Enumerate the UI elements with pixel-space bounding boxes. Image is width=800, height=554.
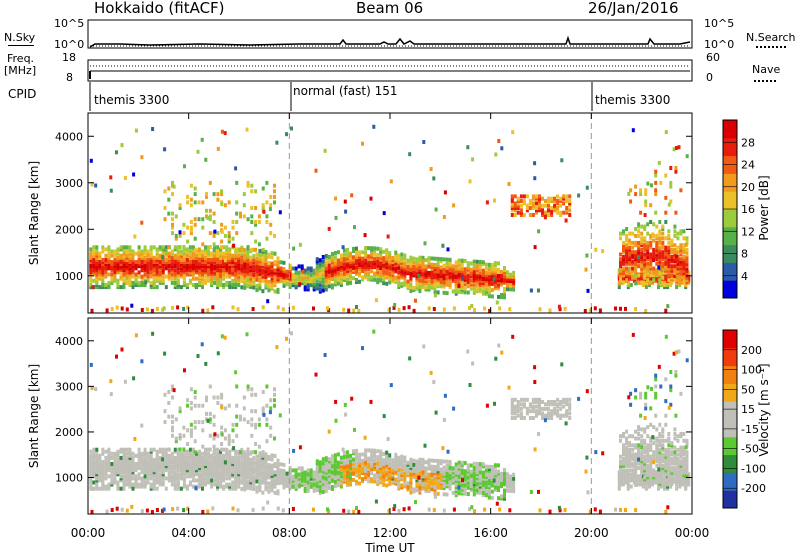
- y-tick-label: 3000: [55, 177, 83, 190]
- colorbar-tick-label: 16: [741, 203, 755, 216]
- x-tick-label: 04:00: [171, 526, 206, 540]
- x-tick-label: 08:00: [272, 526, 307, 540]
- y-tick-label: 4000: [55, 335, 83, 348]
- colorbar-swatch: [723, 472, 737, 491]
- colorbar-swatch: [723, 330, 737, 349]
- colorbar-tick-label: 15: [741, 403, 755, 416]
- colorbar-tick-label: 100: [741, 364, 762, 377]
- colorbar-swatch: [723, 280, 737, 299]
- colorbar-tick-label: -15: [741, 423, 759, 436]
- x-tick-label: 00:00: [71, 526, 106, 540]
- nsearch-label-dots: [756, 46, 786, 48]
- x-tick-label: 20:00: [574, 526, 609, 540]
- x-tick-label: 12:00: [373, 526, 408, 540]
- y-tick-label: 1000: [55, 270, 83, 283]
- colorbar-swatch: [723, 191, 737, 210]
- colorbar-swatch: [723, 173, 737, 192]
- colorbar-tick-label: 8: [741, 248, 748, 261]
- colorbar-swatch: [723, 436, 737, 456]
- colorbar-tick-label: 20: [741, 181, 755, 194]
- freq-label: Freq.: [7, 52, 35, 65]
- beam-title: Beam 06: [356, 0, 424, 17]
- freq-tick-high: 18: [62, 51, 76, 64]
- power-heatmap: [89, 113, 691, 313]
- colorbar-tick-label: 50: [741, 383, 755, 396]
- colorbar-swatch: [723, 383, 737, 402]
- colorbar-swatch: [723, 262, 737, 281]
- nsearch-tick-low: 10^0: [704, 38, 735, 51]
- colorbar-swatch: [723, 226, 737, 246]
- colorbar-swatch: [723, 137, 737, 157]
- nave-tick-high: 60: [706, 51, 720, 64]
- nave-label: Nave: [752, 63, 781, 76]
- colorbar-tick-label: 24: [741, 159, 755, 172]
- colorbar-swatch: [723, 365, 737, 384]
- nsearch-label: N.Search: [746, 31, 796, 44]
- y-tick-label: 3000: [55, 380, 83, 393]
- nsky-label-underline: [8, 45, 34, 46]
- colorbar-tick-label: 12: [741, 225, 755, 238]
- y-tick-label: 2000: [55, 223, 83, 236]
- nave-label-dots: [754, 80, 776, 82]
- y-tick-label: 1000: [55, 472, 83, 485]
- velocity-colorbar-label: Velocity [m s⁻¹]: [757, 363, 771, 456]
- nsearch-tick-high: 10^5: [704, 17, 735, 30]
- freq-panel-frame: [87, 59, 693, 82]
- freq-tick-low: 8: [66, 71, 73, 84]
- y-tick-label: 2000: [55, 426, 83, 439]
- colorbar-swatch: [723, 120, 737, 139]
- nsky-trace: [89, 35, 691, 48]
- x-tick-label: 16:00: [473, 526, 508, 540]
- freq-unit-label: [MHz]: [4, 64, 37, 77]
- cpid-segment-label: themis 3300: [94, 93, 170, 107]
- velocity-heatmap: [89, 318, 691, 514]
- colorbar-tick-label: 28: [741, 136, 755, 149]
- power-colorbar-label: Power [dB]: [757, 175, 771, 240]
- colorbar-swatch: [723, 347, 737, 367]
- colorbar-swatch: [723, 490, 737, 509]
- cpid-label: CPID: [8, 87, 37, 101]
- nsky-tick-high: 10^5: [54, 17, 85, 30]
- colorbar-tick-label: 4: [741, 270, 748, 283]
- colorbar-tick-label: 200: [741, 344, 762, 357]
- nsky-label: N.Sky: [4, 31, 36, 44]
- y-tick-label: 4000: [55, 130, 83, 143]
- nave-tick-low: 0: [706, 71, 713, 84]
- power-ylabel: Slant Range [km]: [27, 161, 41, 265]
- colorbar-tick-label: -100: [741, 462, 766, 475]
- colorbar-tick-label: -50: [741, 443, 759, 456]
- cpid-segment-label: themis 3300: [595, 93, 671, 107]
- colorbar-swatch: [723, 401, 737, 420]
- colorbar-swatch: [723, 454, 737, 473]
- station-title: Hokkaido (fitACF): [94, 0, 225, 17]
- colorbar-swatch: [723, 419, 737, 438]
- xaxis-label: Time UT: [364, 541, 415, 554]
- date-title: 26/Jan/2016: [588, 0, 679, 17]
- nsky-tick-low: 10^0: [54, 38, 85, 51]
- colorbar-tick-label: -200: [741, 482, 766, 495]
- colorbar-swatch: [723, 209, 737, 228]
- nsky-panel-frame: [87, 19, 693, 49]
- x-tick-label: 00:00: [675, 526, 710, 540]
- velocity-ylabel: Slant Range [km]: [27, 364, 41, 468]
- cpid-segment-label: normal (fast) 151: [293, 84, 398, 98]
